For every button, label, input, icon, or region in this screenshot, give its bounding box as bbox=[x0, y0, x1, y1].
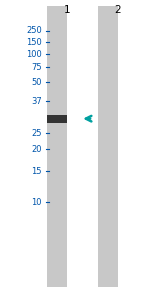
Bar bbox=[47, 6, 67, 287]
Text: 2: 2 bbox=[114, 5, 121, 15]
Text: 37: 37 bbox=[31, 97, 42, 105]
Bar bbox=[47, 115, 67, 123]
Text: 100: 100 bbox=[26, 50, 42, 59]
Text: 25: 25 bbox=[32, 129, 42, 138]
Text: 15: 15 bbox=[32, 167, 42, 176]
Text: 75: 75 bbox=[31, 63, 42, 72]
Text: 150: 150 bbox=[26, 38, 42, 47]
Text: 20: 20 bbox=[32, 145, 42, 154]
Text: 10: 10 bbox=[32, 198, 42, 207]
Text: 250: 250 bbox=[26, 26, 42, 35]
Text: 50: 50 bbox=[32, 78, 42, 86]
Bar bbox=[98, 6, 118, 287]
Text: 1: 1 bbox=[63, 5, 70, 15]
